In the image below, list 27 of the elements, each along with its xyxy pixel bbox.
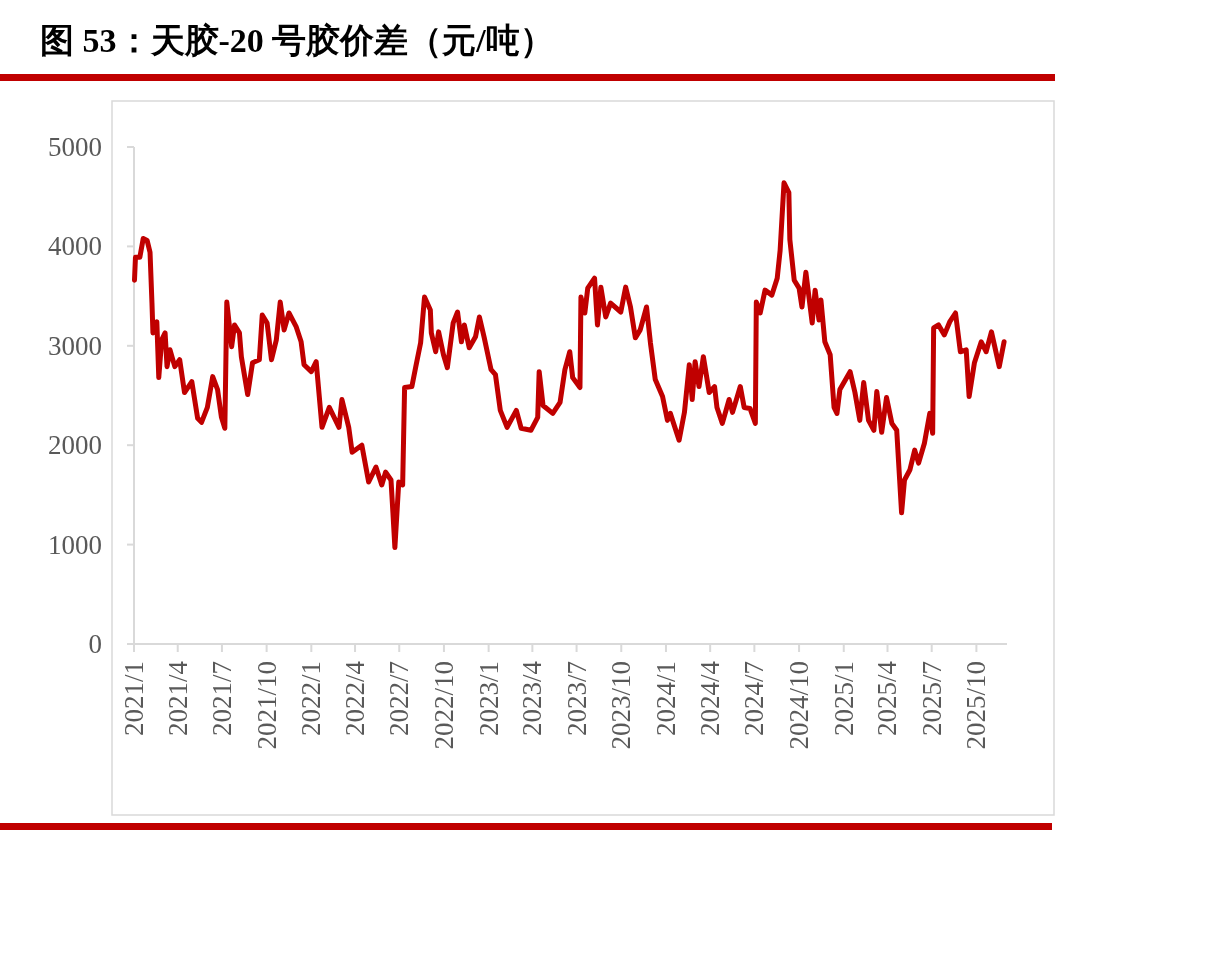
y-tick-label: 4000	[48, 231, 102, 262]
x-tick-label: 2021/4	[162, 660, 193, 737]
x-tick-label: 2022/7	[384, 661, 415, 737]
x-tick-label: 2023/7	[561, 661, 592, 737]
x-tick-label: 2022/10	[428, 661, 459, 750]
x-tick-label: 2025/7	[916, 661, 947, 737]
x-tick-label: 2025/1	[828, 661, 859, 737]
x-tick-label: 2023/1	[473, 661, 504, 737]
x-tick-label: 2023/10	[606, 661, 637, 750]
x-tick-label: 2021/1	[119, 661, 149, 737]
title: 图 53：天胶-20 号胶价差（元/吨）	[40, 22, 554, 59]
x-tick-label: 2021/10	[251, 661, 282, 750]
y-tick-label: 5000	[48, 132, 102, 162]
x-tick-label: 2023/4	[517, 660, 548, 737]
x-tick-label: 2024/1	[650, 661, 681, 737]
x-tick-label: 2025/10	[961, 661, 992, 750]
x-tick-label: 2024/7	[739, 661, 770, 737]
y-tick-label: 3000	[48, 330, 102, 361]
y-tick-label: 1000	[48, 529, 102, 560]
x-tick-label: 2024/10	[784, 661, 815, 750]
x-tick-label: 2021/7	[206, 661, 237, 737]
x-tick-label: 2022/4	[340, 660, 371, 737]
x-tick-label: 2024/4	[695, 660, 726, 737]
x-tick-label: 2022/1	[296, 661, 327, 737]
y-tick-label: 2000	[48, 430, 102, 461]
y-tick-label: 0	[88, 629, 102, 659]
x-tick-label: 2025/4	[872, 660, 903, 737]
